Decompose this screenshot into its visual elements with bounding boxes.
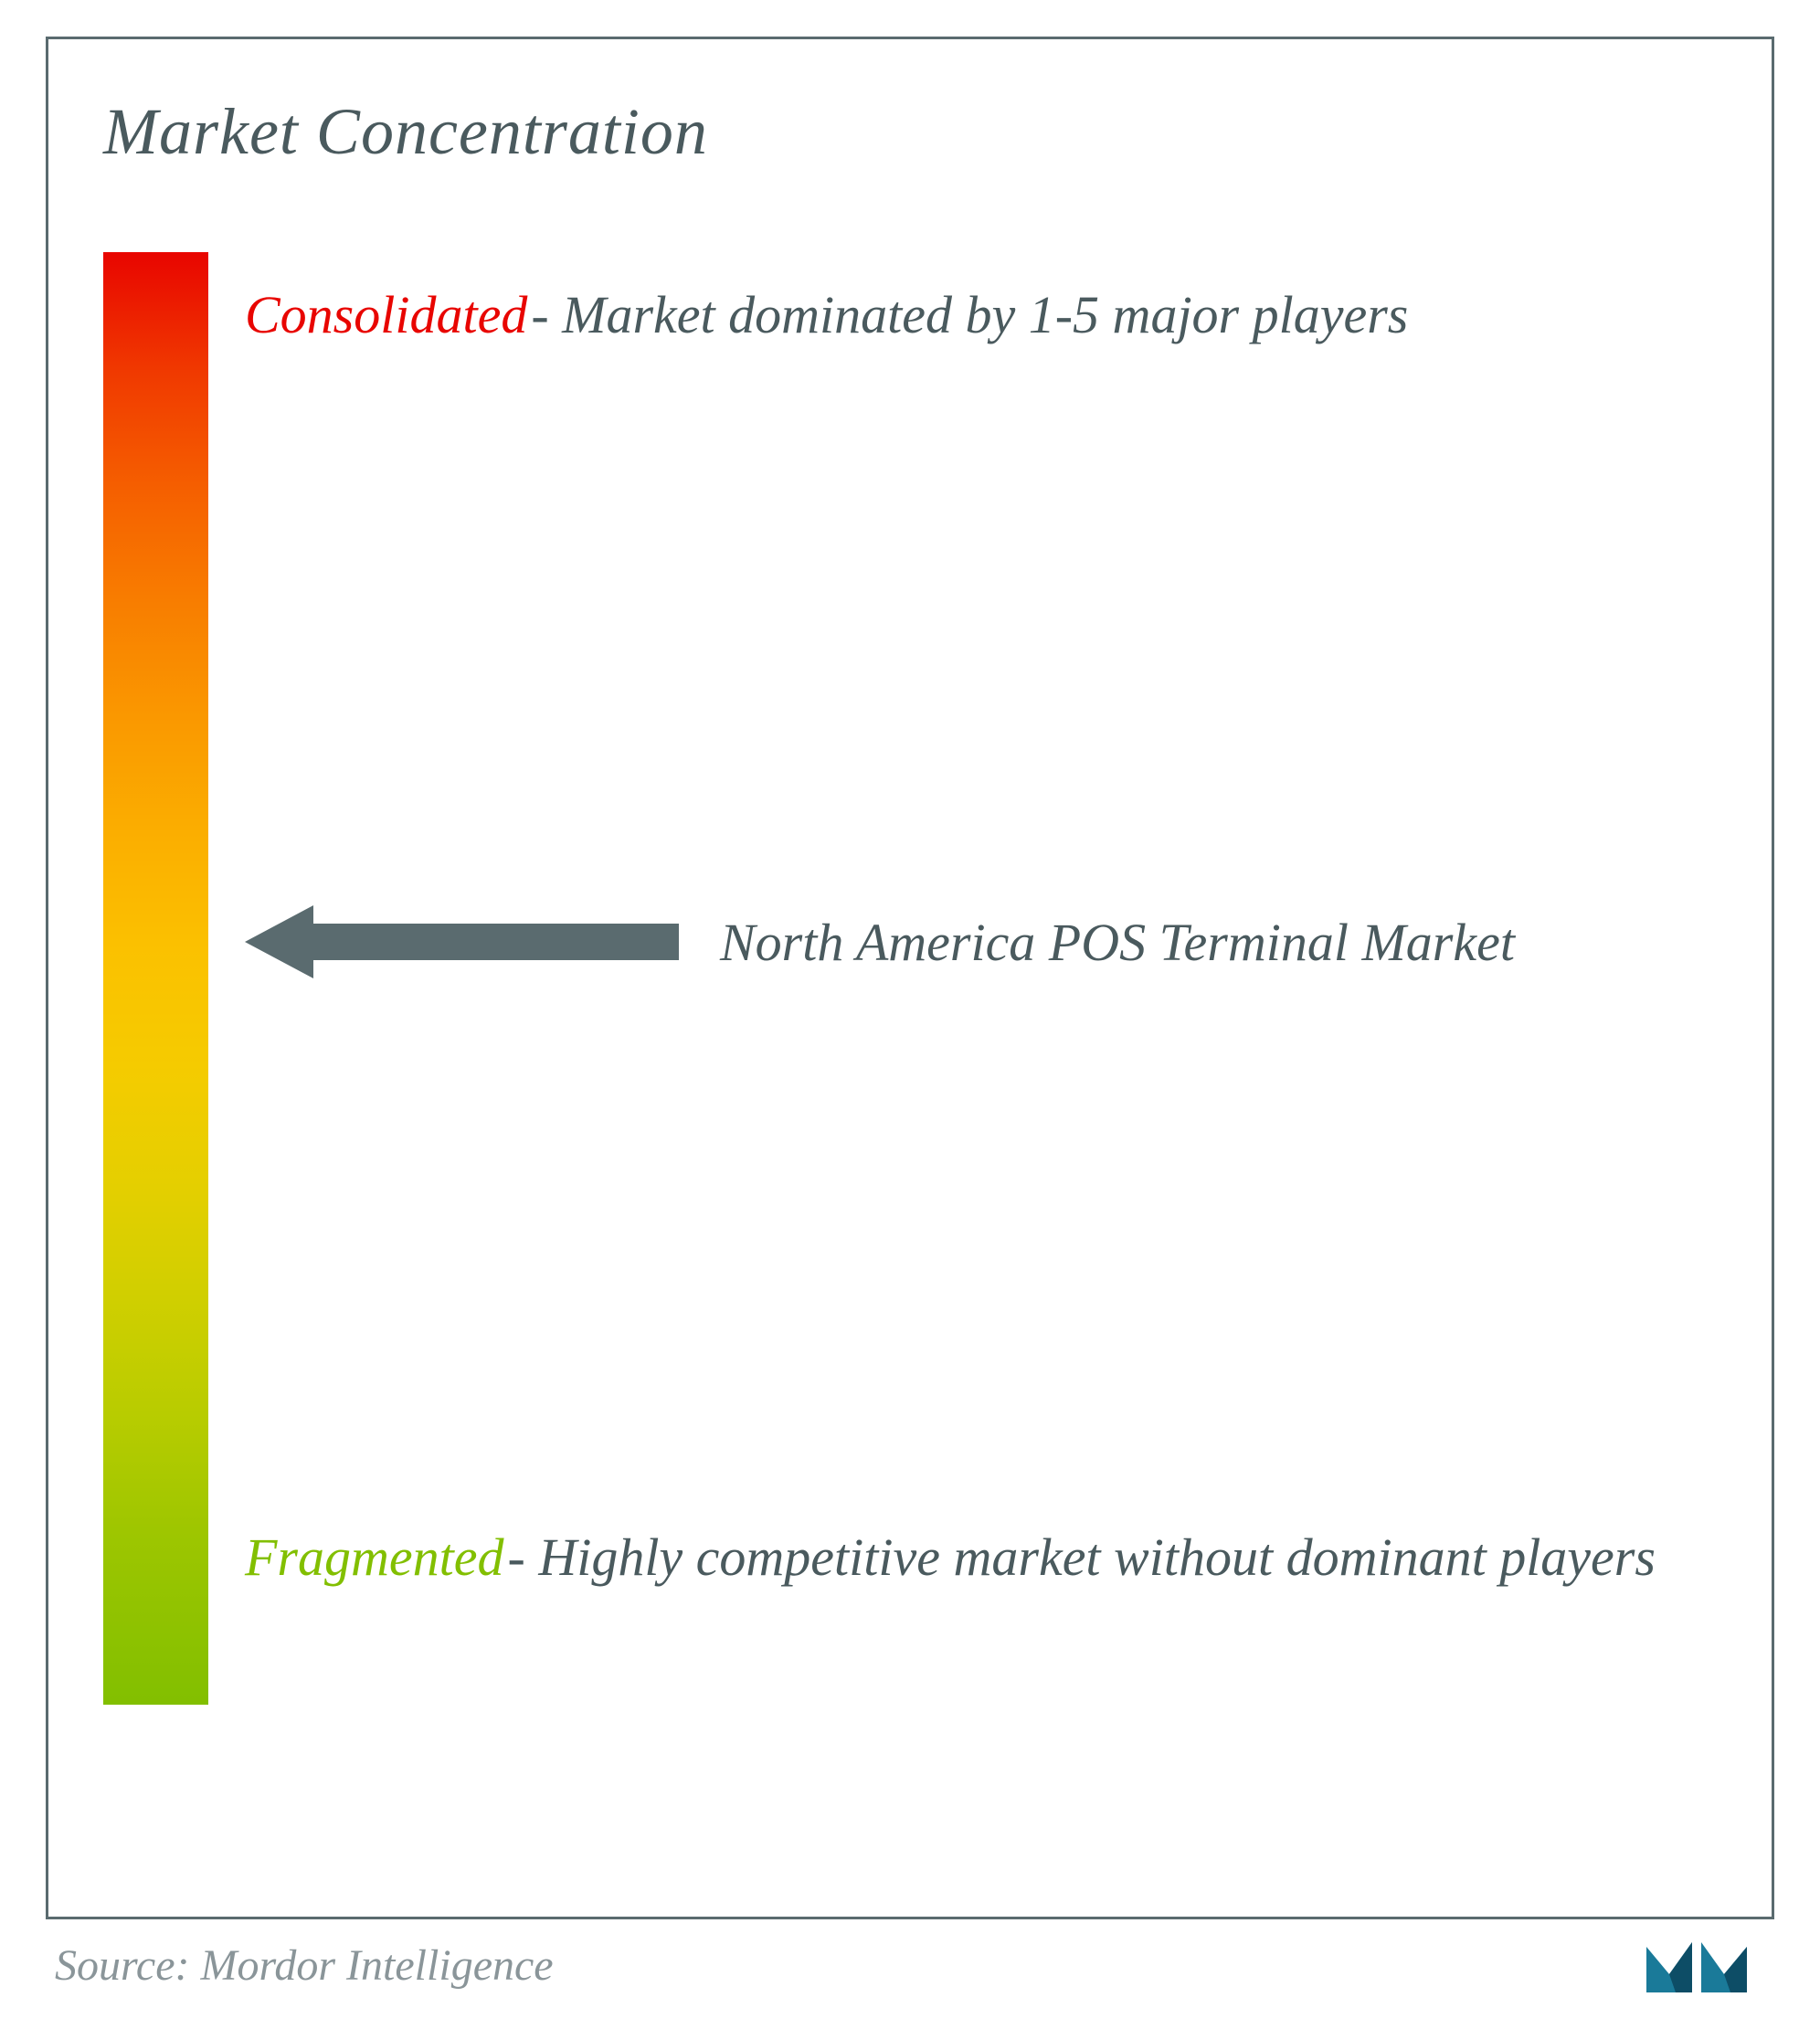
infographic-container: Market Concentration Consolidated - Mark… — [46, 37, 1774, 1919]
content-area: Consolidated - Market dominated by 1-5 m… — [103, 252, 1726, 1714]
fragmented-description: - Highly competitive market without domi… — [508, 1527, 1656, 1587]
fragmented-block: Fragmented - Highly competitive market w… — [245, 1513, 1708, 1603]
footer: Source: Mordor Intelligence — [55, 1929, 1765, 2002]
consolidated-description: - Market dominated by 1-5 major players — [531, 285, 1408, 344]
mordor-logo-icon — [1637, 1929, 1765, 2002]
consolidated-label: Consolidated — [245, 285, 527, 344]
market-label: North America POS Terminal Market — [720, 903, 1515, 982]
labels-area: Consolidated - Market dominated by 1-5 m… — [208, 252, 1726, 1714]
arrow-left-icon — [245, 892, 683, 992]
source-attribution: Source: Mordor Intelligence — [55, 1940, 554, 1991]
page-title: Market Concentration — [103, 94, 1726, 170]
fragmented-label: Fragmented — [245, 1527, 504, 1587]
concentration-gradient-bar — [103, 252, 208, 1705]
market-pointer-section: North America POS Terminal Market — [245, 892, 1708, 992]
consolidated-block: Consolidated - Market dominated by 1-5 m… — [245, 270, 1708, 361]
